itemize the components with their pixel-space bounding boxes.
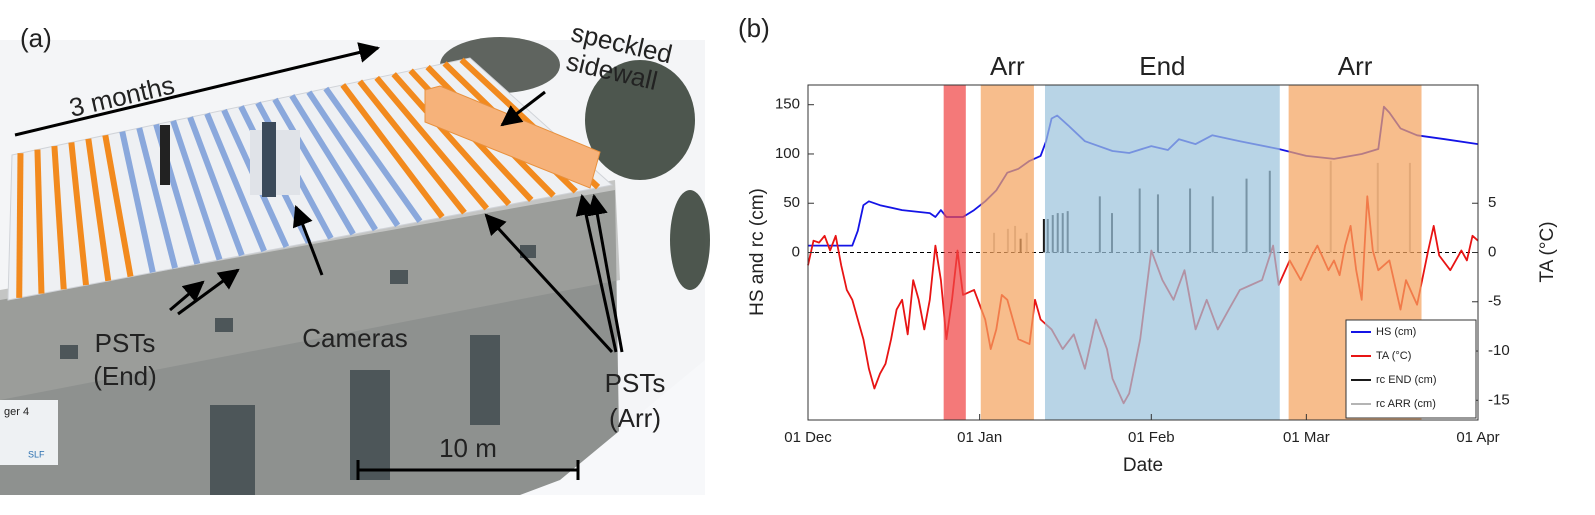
span: [980, 85, 1034, 420]
arrow: [292, 205, 324, 276]
x-tick-label: 01 Jan: [957, 429, 1002, 446]
wall-upper: [0, 180, 620, 400]
x-tick-label: 01 Mar: [1283, 429, 1330, 446]
y2-tick-label: 0: [1488, 243, 1496, 260]
camera-rig: [262, 122, 276, 197]
x-tick-label: 01 Feb: [1128, 429, 1175, 446]
legend-label: TA (°C): [1376, 350, 1411, 362]
pole: [160, 125, 170, 185]
panel-label: (a): [20, 23, 52, 53]
legend-label: rc ARR (cm): [1376, 398, 1436, 410]
span-label: End: [1139, 51, 1185, 81]
arrow: [169, 280, 205, 312]
y2-tick-label: 5: [1488, 194, 1496, 211]
y2-tick-label: -5: [1488, 293, 1501, 310]
x-axis-label: Date: [1123, 455, 1163, 476]
annotation: PSTs: [605, 368, 666, 398]
stripe: [16, 153, 24, 298]
annotation: PSTs: [95, 328, 156, 358]
arrow: [14, 42, 381, 137]
stripe: [85, 138, 112, 282]
stripe: [51, 145, 67, 290]
snow-foreground: [520, 360, 705, 495]
stripe: [272, 97, 356, 236]
tree: [585, 60, 695, 180]
arrow: [575, 193, 618, 353]
annotation: (Arr): [609, 403, 661, 433]
legend: [1345, 319, 1477, 419]
stripe: [391, 72, 512, 207]
span: [1044, 85, 1280, 420]
stripe: [68, 142, 89, 286]
sign: [0, 400, 58, 465]
x-tick-label: 01 Apr: [1456, 429, 1499, 446]
x-tick-label: 01 Dec: [784, 429, 832, 446]
stripe: [187, 116, 245, 257]
stripe: [34, 149, 45, 294]
arrow: [484, 213, 614, 354]
arrow: [587, 193, 624, 353]
arrow: [177, 268, 240, 316]
stripe: [119, 131, 156, 273]
stripe: [102, 134, 134, 278]
windows: [60, 245, 536, 495]
scale-label: 10 m: [439, 433, 497, 463]
span: [943, 85, 966, 420]
y2-tick-label: -10: [1488, 342, 1510, 359]
stripe: [170, 119, 223, 261]
y-axis-label: HS and rc (cm): [747, 188, 768, 316]
annotation: Cameras: [302, 323, 407, 353]
tree: [670, 190, 710, 290]
y-tick-label: 0: [792, 243, 800, 260]
sign-text: ger 4: [4, 406, 29, 418]
annotation: (End): [93, 361, 157, 391]
stripe: [340, 83, 445, 219]
legend-label: HS (cm): [1376, 326, 1416, 338]
y-tick-label: 150: [775, 96, 800, 113]
y2-tick-label: -15: [1488, 391, 1510, 408]
legend-label: rc END (cm): [1376, 374, 1437, 386]
stripe: [204, 112, 267, 253]
stripe: [357, 79, 467, 215]
stripe: [306, 90, 401, 228]
speckled-sidewall: [424, 85, 601, 189]
span-label: Arr: [1338, 51, 1373, 81]
stripe: [374, 75, 490, 211]
photo: ger 4 SLF: [0, 37, 710, 495]
y2-axis-label: TA (°C): [1537, 221, 1558, 282]
sign-text: SLF: [28, 449, 45, 459]
y-tick-label: 50: [783, 194, 800, 211]
y-tick-label: 100: [775, 145, 800, 162]
stripe: [136, 127, 178, 269]
stripe: [323, 86, 423, 223]
stripe: [289, 94, 378, 232]
panel-label: (b): [738, 13, 770, 43]
span-label: Arr: [990, 51, 1025, 81]
arrow: [500, 90, 546, 127]
